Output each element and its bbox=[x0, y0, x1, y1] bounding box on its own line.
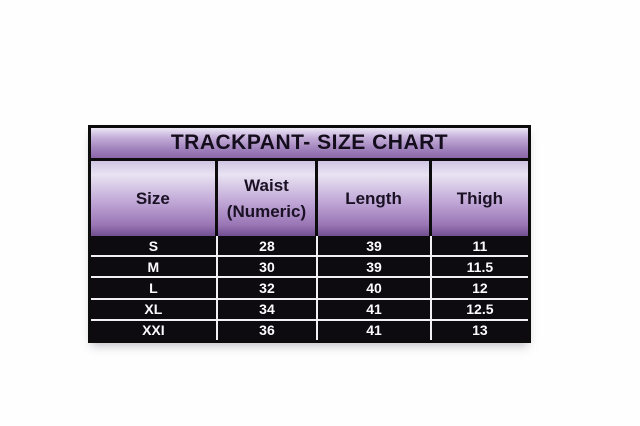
header-cell-thigh: Thigh bbox=[431, 161, 528, 236]
cell-thigh: 12 bbox=[472, 280, 488, 296]
cell-thigh: 12.5 bbox=[466, 301, 494, 318]
cell-size: XXI bbox=[91, 320, 218, 341]
header-cell-length: Length bbox=[318, 161, 432, 236]
cell-length: 41 bbox=[318, 299, 432, 319]
cell-thigh: 11.5 bbox=[466, 258, 494, 275]
table-title-bar: TRACKPANT- SIZE CHART bbox=[91, 128, 528, 161]
cell-size: M bbox=[91, 257, 218, 277]
cell-length: 39 bbox=[318, 257, 432, 277]
cell-size: XL bbox=[91, 299, 218, 319]
cell-size: S bbox=[91, 236, 218, 256]
table-title: TRACKPANT- SIZE CHART bbox=[170, 131, 449, 154]
cell-size: L bbox=[91, 278, 218, 298]
cell-thigh: 11 bbox=[472, 237, 488, 254]
table-row-xxi: XXI 36 41 13 bbox=[91, 318, 528, 341]
size-chart-table: TRACKPANT- SIZE CHART Size Waist (Numeri… bbox=[88, 125, 531, 343]
cell-waist: 36 bbox=[218, 320, 319, 341]
cell-length: 39 bbox=[318, 236, 432, 256]
table-row-s: S 28 39 11 bbox=[91, 236, 528, 256]
table-row-m: M 30 39 11.5 bbox=[91, 255, 528, 277]
cell-waist: 34 bbox=[218, 299, 319, 319]
header-cell-waist: Waist (Numeric) bbox=[217, 161, 319, 236]
cell-length: 40 bbox=[318, 278, 432, 298]
cell-waist: 30 bbox=[218, 257, 319, 277]
cell-length: 41 bbox=[318, 320, 432, 341]
table-body: S 28 39 11 M 30 39 11.5 L 32 40 12 XL 34… bbox=[91, 236, 528, 341]
header-cell-size: Size bbox=[91, 161, 218, 236]
table-row-l: L 32 40 12 bbox=[91, 276, 528, 298]
cell-waist: 32 bbox=[218, 278, 319, 298]
table-row-xl: XL 34 41 12.5 bbox=[91, 297, 528, 319]
cell-thigh: 13 bbox=[472, 322, 488, 339]
cell-waist: 28 bbox=[218, 236, 319, 256]
table-header-row: Size Waist (Numeric) Length Thigh bbox=[91, 161, 528, 236]
